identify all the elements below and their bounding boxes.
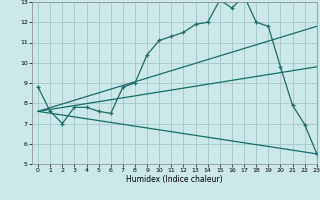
X-axis label: Humidex (Indice chaleur): Humidex (Indice chaleur) (126, 175, 223, 184)
